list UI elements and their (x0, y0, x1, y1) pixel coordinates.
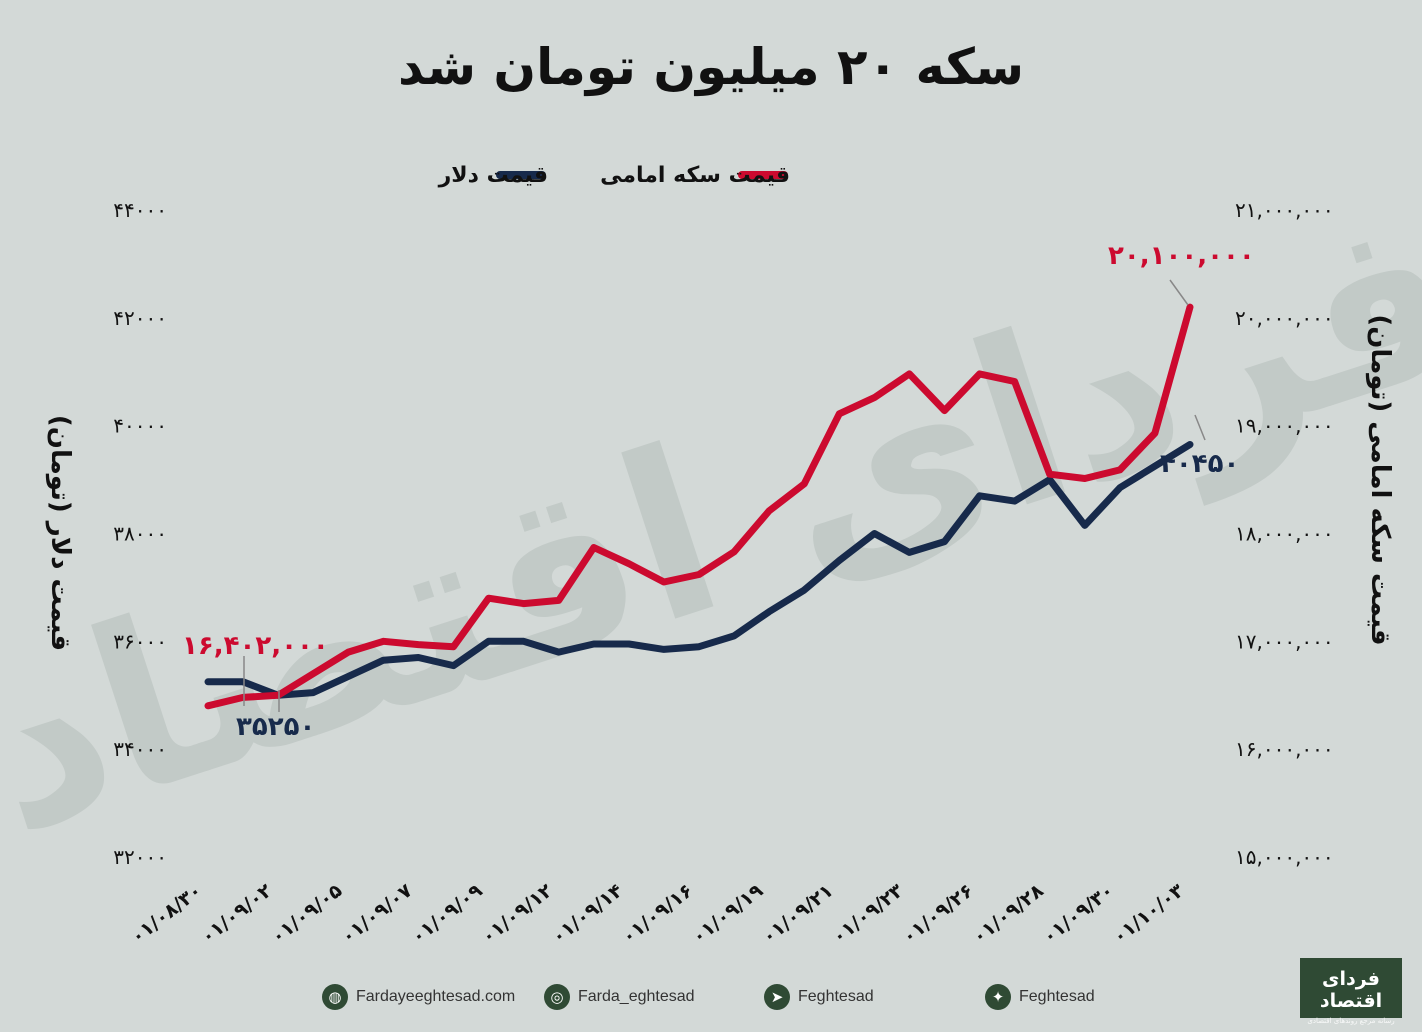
y-left-tick-label: ۳۲۰۰۰ (113, 845, 167, 869)
x-tick-label: ۰۱/۰۹/۲۸ (968, 879, 1048, 948)
y-left-tick-label: ۴۲۰۰۰ (113, 306, 167, 330)
annotation-label: ۳۵۲۵۰ (236, 712, 315, 742)
y-right-tick-label: ۱۸,۰۰۰,۰۰۰ (1235, 522, 1334, 546)
y-right-tick-label: ۱۹,۰۰۰,۰۰۰ (1235, 414, 1334, 438)
x-tick-label: ۰۱/۰۹/۲۳ (828, 879, 908, 948)
series-line-coin (204, 303, 1194, 710)
annotation-leader (1194, 414, 1206, 441)
x-tick-label: ۰۱/۰۹/۰۹ (407, 879, 487, 948)
footer-instagram[interactable]: ◎ Farda_eghtesad (544, 980, 695, 1014)
x-tick-label: ۰۱/۰۹/۱۴ (548, 880, 627, 949)
chart-title: سکه ۲۰ میلیون تومان شد (397, 38, 1025, 96)
x-tick-label: ۰۱/۰۹/۰۲ (197, 879, 277, 948)
instagram-icon: ◎ (544, 984, 570, 1010)
y-left-tick-label: ۴۰۰۰۰ (113, 414, 167, 438)
y-right-tick-label: ۱۷,۰۰۰,۰۰۰ (1235, 629, 1334, 653)
y-left-axis-label: قیمت دلار (تومان) (45, 415, 75, 651)
y-right-tick-label: ۱۶,۰۰۰,۰۰۰ (1235, 737, 1334, 761)
series-line-dollar (204, 441, 1194, 699)
footer-twitter-label: Feghtesad (1019, 988, 1095, 1005)
x-tick-label: ۰۱/۰۹/۰۷ (337, 879, 417, 948)
y-left-tick-label: ۳۶۰۰۰ (113, 629, 167, 653)
y-right-axis-label: قیمت سکه امامی (تومان) (1365, 314, 1395, 645)
annotation-label: ۱۶,۴۰۲,۰۰۰ (182, 631, 329, 661)
footer-website-label: Fardayeeghtesad.com (356, 988, 516, 1005)
telegram-icon: ➤ (764, 984, 790, 1010)
footer-telegram-label: Feghtesad (798, 988, 874, 1005)
logo-name: فردای اقتصاد (1319, 968, 1383, 1012)
y-left-tick-label: ۳۸۰۰۰ (113, 522, 167, 546)
footer-instagram-label: Farda_eghtesad (578, 988, 695, 1005)
x-tick-label: ۰۱/۰۹/۱۹ (688, 879, 768, 948)
globe-icon: ◍ (322, 984, 348, 1010)
footer-website[interactable]: ◍ Fardayeeghtesad.com (322, 980, 515, 1014)
logo-tagline: رسانه مرجع روندهای اقتصادی (1307, 1017, 1395, 1025)
x-tick-label: ۰۱/۰۹/۰۵ (267, 879, 347, 948)
x-tick-label: ۰۱/۰۹/۱۲ (477, 879, 557, 948)
legend-label: قیمت سکه امامی (600, 163, 790, 188)
y-left-tick-label: ۳۴۰۰۰ (113, 737, 167, 761)
annotation-label: ۲۰,۱۰۰,۰۰۰ (1108, 241, 1255, 271)
brand-logo: فردای اقتصاد رسانه مرجع روندهای اقتصادی (1300, 958, 1402, 1025)
x-tick-label: ۰۱/۰۹/۱۶ (618, 880, 697, 949)
x-tick-label: ۰۱/۰۹/۲۶ (898, 880, 977, 949)
y-right-tick-label: ۲۱,۰۰۰,۰۰۰ (1235, 198, 1334, 222)
x-tick-label: ۰۱/۰۹/۳۰ (1039, 880, 1118, 949)
footer-telegram[interactable]: ➤ Feghtesad (764, 980, 874, 1014)
annotation-label: ۴۰۴۵۰ (1160, 449, 1239, 479)
footer-twitter[interactable]: ✦ Feghtesad (985, 980, 1095, 1014)
annotation-leader (1169, 279, 1189, 306)
y-right-tick-label: ۱۵,۰۰۰,۰۰۰ (1235, 845, 1334, 869)
legend-label: قیمت دلار (438, 163, 548, 188)
x-tick-label: ۰۱/۰۹/۲۱ (758, 880, 837, 949)
x-tick-label: ۰۱/۱۰/۰۳ (1109, 879, 1189, 948)
x-tick-label: ۰۱/۰۸/۳۰ (127, 880, 206, 949)
y-left-tick-label: ۴۴۰۰۰ (113, 198, 167, 222)
twitter-icon: ✦ (985, 984, 1011, 1010)
y-right-tick-label: ۲۰,۰۰۰,۰۰۰ (1235, 306, 1334, 330)
